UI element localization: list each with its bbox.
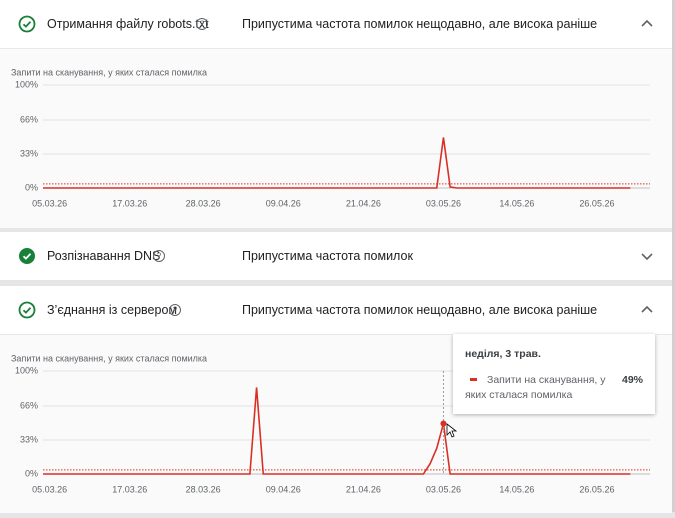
chart-title: Запити на сканування, у яких сталася пом…	[11, 353, 207, 363]
x-tick-label: 05.03.26	[32, 198, 67, 208]
x-tick-label: 03.05.26	[426, 198, 461, 208]
x-tick-label: 26.05.26	[579, 484, 614, 494]
y-tick-label: 66%	[20, 114, 38, 124]
x-tick-label: 14.05.26	[499, 198, 534, 208]
x-tick-label: 26.05.26	[579, 198, 614, 208]
status-icon	[18, 15, 36, 33]
section-status: Припустима частота помилок	[242, 249, 413, 263]
tooltip-date: неділя, 3 трав.	[465, 348, 541, 360]
y-tick-label: 33%	[20, 148, 38, 158]
data-line	[43, 137, 631, 189]
chart-area: Запити на сканування, у яких сталася пом…	[0, 334, 672, 513]
y-tick-label: 0%	[25, 182, 38, 192]
chart: Запити на сканування, у яких сталася пом…	[11, 67, 650, 208]
x-tick-label: 03.05.26	[426, 484, 461, 494]
y-tick-label: 100%	[15, 79, 38, 89]
collapse-icon[interactable]	[640, 18, 654, 30]
section-title: Розпізнавання DNS	[47, 249, 161, 263]
svg-text:?: ?	[200, 20, 205, 29]
y-tick-label: 66%	[20, 400, 38, 410]
x-tick-label: 05.03.26	[32, 484, 67, 494]
tooltip-series: Запити на сканування, у яких сталася пом…	[465, 374, 606, 401]
x-tick-label: 28.03.26	[186, 198, 221, 208]
help-icon[interactable]: ?	[152, 249, 166, 263]
chart: Запити на сканування, у яких сталася пом…	[11, 353, 650, 494]
x-tick-label: 17.03.26	[112, 484, 147, 494]
svg-text:?: ?	[157, 252, 162, 261]
chart-title: Запити на сканування, у яких сталася пом…	[11, 67, 207, 77]
x-tick-label: 14.05.26	[499, 484, 534, 494]
legend-swatch	[470, 378, 477, 381]
data-line	[43, 387, 631, 475]
section-header[interactable]: З’єднання із сервером ? Припустима часто…	[0, 286, 672, 334]
y-tick-label: 0%	[25, 468, 38, 478]
section-header[interactable]: Отримання файлу robots.txt ? Припустима …	[0, 0, 672, 48]
hover-point	[440, 420, 447, 427]
section-status: Припустима частота помилок нещодавно, ал…	[242, 17, 598, 31]
y-tick-label: 100%	[15, 365, 38, 375]
x-tick-label: 21.04.26	[346, 484, 381, 494]
section-status: Припустима частота помилок нещодавно, ал…	[242, 303, 598, 317]
y-tick-label: 33%	[20, 434, 38, 444]
tooltip-value: 49%	[621, 374, 643, 386]
scrollbar	[672, 0, 675, 512]
expand-icon[interactable]	[640, 250, 654, 262]
status-icon	[18, 301, 36, 319]
section-header[interactable]: Розпізнавання DNS ? Припустима частота п…	[0, 232, 672, 280]
status-icon	[19, 248, 35, 264]
help-icon[interactable]: ?	[195, 17, 209, 31]
help-icon[interactable]: ?	[168, 303, 182, 317]
section-title: З’єднання із сервером	[47, 303, 177, 317]
section-title: Отримання файлу robots.txt	[47, 17, 209, 31]
tooltip: неділя, 3 трав. Запити на сканування, у …	[453, 334, 655, 414]
chart-area: Запити на сканування, у яких сталася пом…	[0, 48, 672, 228]
cursor	[446, 423, 458, 438]
collapse-icon[interactable]	[640, 304, 654, 316]
x-tick-label: 21.04.26	[346, 198, 381, 208]
x-tick-label: 17.03.26	[112, 198, 147, 208]
x-tick-label: 09.04.26	[266, 198, 301, 208]
x-tick-label: 28.03.26	[186, 484, 221, 494]
x-tick-label: 09.04.26	[266, 484, 301, 494]
svg-text:?: ?	[173, 306, 178, 315]
